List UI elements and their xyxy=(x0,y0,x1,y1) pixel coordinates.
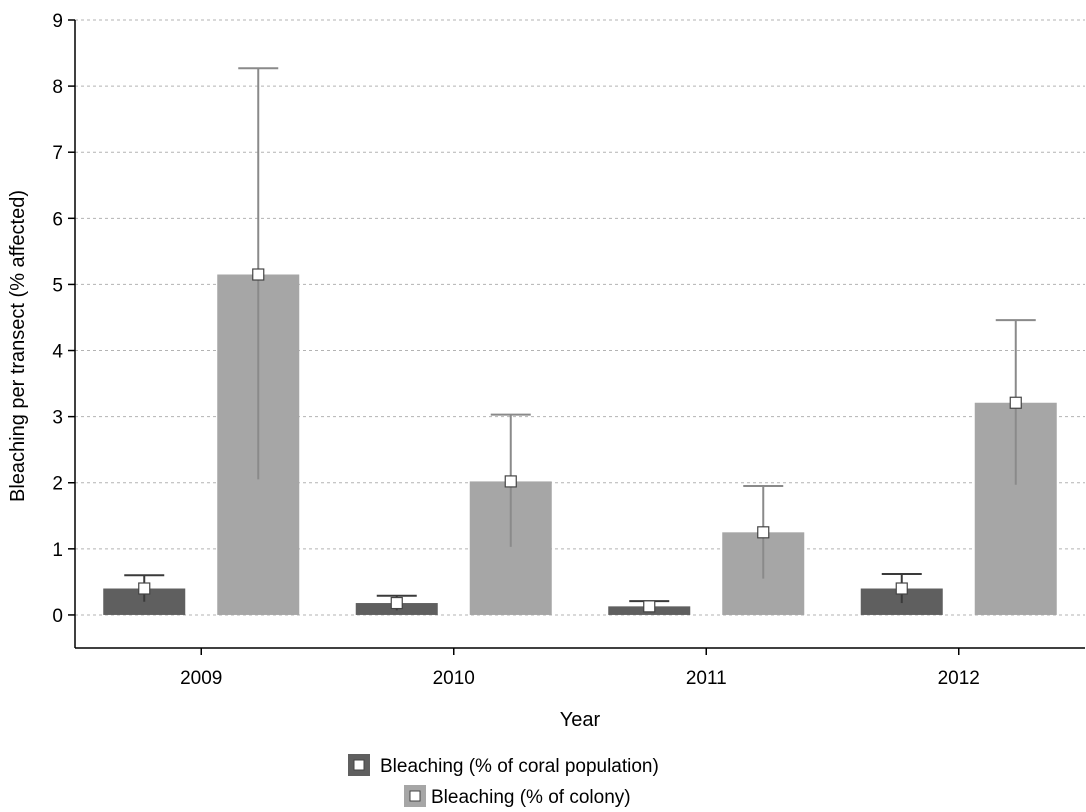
x-axis-title: Year xyxy=(560,709,601,731)
mean-marker-2010-series-2 xyxy=(504,475,517,488)
mean-marker-2011-series-2 xyxy=(757,526,770,539)
y-tick-label: 3 xyxy=(52,408,63,429)
x-tick-label: 2009 xyxy=(180,668,222,689)
legend-label-colony: Bleaching (% of colony) xyxy=(431,787,631,808)
mean-marker-2009-series-1 xyxy=(138,582,151,595)
mean-marker-2012-series-2 xyxy=(1009,396,1022,409)
y-axis-title: Bleaching per transect (% affected) xyxy=(7,190,29,502)
y-tick-label: 2 xyxy=(52,474,63,495)
mean-marker-2011-series-1 xyxy=(643,600,656,613)
legend-item-coral-population: Bleaching (% of coral population) xyxy=(348,754,659,777)
y-axis-ticks: 0 1 2 3 4 5 6 7 8 9 xyxy=(52,11,75,627)
y-tick-label: 0 xyxy=(52,606,63,627)
x-tick-label: 2011 xyxy=(686,668,727,689)
mean-marker-2012-series-1 xyxy=(895,582,908,595)
legend-marker-colony xyxy=(409,790,421,802)
x-tick-label: 2010 xyxy=(433,668,475,689)
error-bars xyxy=(124,67,1036,613)
x-axis-ticks: 2009 2010 2011 2012 xyxy=(180,648,980,689)
y-tick-label: 7 xyxy=(52,143,63,164)
y-tick-label: 4 xyxy=(52,342,63,363)
mean-marker-2009-series-2 xyxy=(252,268,265,281)
y-tick-label: 8 xyxy=(52,77,63,98)
y-tick-label: 6 xyxy=(52,209,63,230)
axes xyxy=(74,20,1085,649)
y-tick-label: 5 xyxy=(52,275,63,296)
y-tick-label: 1 xyxy=(52,540,63,561)
y-tick-label: 9 xyxy=(52,11,63,32)
x-tick-label: 2012 xyxy=(938,668,980,689)
legend-item-colony: Bleaching (% of colony) xyxy=(404,785,631,808)
legend-marker-coral-population xyxy=(353,759,365,771)
bars xyxy=(103,274,1057,615)
legend: Bleaching (% of coral population) Bleach… xyxy=(348,754,659,808)
mean-marker-2010-series-1 xyxy=(390,596,403,610)
legend-label-coral-population: Bleaching (% of coral population) xyxy=(380,756,659,777)
